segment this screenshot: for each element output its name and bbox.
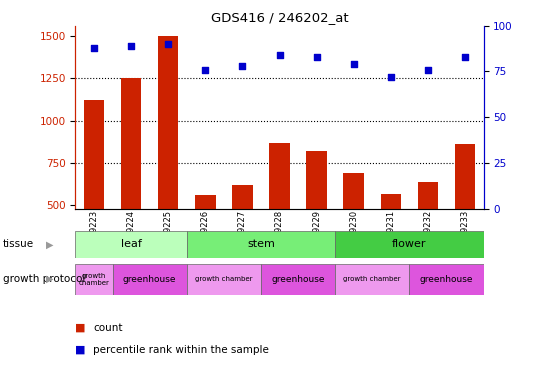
- Text: growth chamber: growth chamber: [343, 276, 401, 282]
- Text: ■: ■: [75, 344, 86, 355]
- Text: count: count: [93, 322, 123, 333]
- Point: [127, 43, 136, 49]
- Point: [423, 67, 432, 72]
- Text: growth protocol: growth protocol: [3, 274, 85, 284]
- Bar: [335, 264, 409, 295]
- Point: [349, 61, 358, 67]
- Point: [238, 63, 247, 69]
- Bar: [112, 264, 187, 295]
- Bar: [84, 100, 104, 290]
- Bar: [187, 231, 335, 258]
- Text: tissue: tissue: [3, 239, 34, 249]
- Bar: [261, 264, 335, 295]
- Text: growth chamber: growth chamber: [195, 276, 253, 282]
- Point: [312, 54, 321, 60]
- Text: stem: stem: [247, 239, 275, 249]
- Point: [89, 45, 98, 51]
- Text: ▶: ▶: [46, 274, 54, 284]
- Point: [386, 74, 395, 80]
- Bar: [409, 264, 484, 295]
- Point: [201, 67, 210, 72]
- Bar: [455, 144, 475, 290]
- Bar: [187, 264, 261, 295]
- Bar: [75, 264, 112, 295]
- Text: leaf: leaf: [121, 239, 141, 249]
- Bar: [121, 78, 141, 290]
- Text: ▶: ▶: [46, 239, 54, 249]
- Bar: [335, 231, 484, 258]
- Bar: [158, 36, 178, 290]
- Point: [275, 52, 284, 58]
- Bar: [269, 142, 290, 290]
- Bar: [232, 185, 253, 290]
- Point: [164, 41, 173, 47]
- Bar: [381, 194, 401, 290]
- Text: growth
chamber: growth chamber: [79, 273, 110, 285]
- Bar: [343, 173, 364, 290]
- Bar: [306, 151, 327, 290]
- Bar: [195, 195, 216, 290]
- Bar: [418, 182, 438, 290]
- Text: flower: flower: [392, 239, 427, 249]
- Text: ■: ■: [75, 322, 86, 333]
- Bar: [75, 231, 187, 258]
- Text: greenhouse: greenhouse: [271, 274, 325, 284]
- Title: GDS416 / 246202_at: GDS416 / 246202_at: [211, 11, 348, 25]
- Text: percentile rank within the sample: percentile rank within the sample: [93, 344, 269, 355]
- Point: [461, 54, 470, 60]
- Text: greenhouse: greenhouse: [420, 274, 473, 284]
- Text: greenhouse: greenhouse: [123, 274, 177, 284]
